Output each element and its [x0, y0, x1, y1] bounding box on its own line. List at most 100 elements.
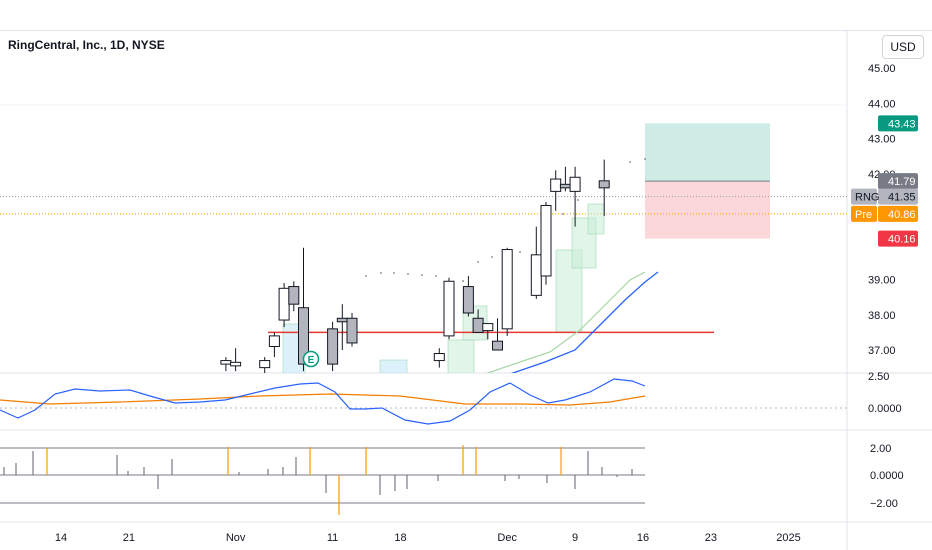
zone-box-green: [587, 203, 605, 235]
candle: [220, 357, 232, 372]
time-tick-label: 18: [394, 532, 406, 544]
position-target-zone: [645, 123, 770, 182]
sar-dot: [380, 272, 382, 274]
time-tick-label: 21: [123, 532, 135, 544]
price-label-value: 41.35: [888, 192, 916, 204]
sar-dot: [407, 273, 409, 275]
time-tick-label: 9: [572, 532, 578, 544]
price-tick-label: 39.00: [868, 275, 896, 287]
price-label-tag-badge: [851, 205, 877, 222]
currency-button[interactable]: USD: [882, 35, 924, 59]
candle: [298, 247, 309, 372]
price-tick-label: 43.00: [868, 134, 896, 146]
candle: [346, 312, 358, 347]
time-tick-label: 14: [55, 532, 67, 544]
histogram-tick-label: 0.0000: [870, 470, 904, 482]
candle-body: [278, 287, 290, 321]
candle-body: [298, 307, 309, 365]
moving-average-blue: [510, 271, 659, 373]
candle: [288, 281, 300, 312]
candle: [327, 321, 339, 372]
candle-body: [492, 340, 503, 351]
histogram-tick-label: −2.00: [870, 498, 898, 510]
sar-dot: [491, 256, 493, 258]
price-label-tag-badge: [851, 188, 877, 205]
price-label-badge: [878, 230, 918, 247]
sar-dot: [435, 275, 437, 277]
candle: [336, 304, 348, 350]
price-label-badge: [878, 115, 918, 132]
candle: [462, 275, 474, 317]
candle-body: [559, 183, 571, 189]
candle-body: [259, 360, 271, 369]
candle: [433, 348, 445, 368]
time-tick-label: 16: [637, 532, 649, 544]
candle: [259, 357, 271, 373]
candle-body: [482, 323, 494, 332]
price-label-tag: Pre: [855, 209, 872, 221]
sar-dot: [577, 199, 579, 201]
price-tick-label: 37.00: [868, 345, 896, 357]
sar-dot: [393, 272, 395, 274]
sar-dot: [421, 274, 423, 276]
candle-body: [220, 360, 232, 365]
candle: [550, 170, 562, 211]
candle: [569, 166, 581, 227]
candle: [278, 283, 290, 328]
candle-body: [501, 249, 513, 330]
time-tick-label: 23: [705, 532, 717, 544]
candle: [501, 247, 513, 336]
candle-body: [462, 286, 474, 314]
chart-title: RingCentral, Inc., 1D, NYSE: [8, 38, 165, 52]
candle-body: [540, 204, 552, 277]
time-tick-label: 2025: [776, 532, 800, 544]
histogram-tick-label: 2.00: [870, 443, 891, 455]
price-tick-label: 45.00: [868, 63, 896, 75]
sar-dot: [477, 261, 479, 263]
moving-average-green: [486, 271, 646, 373]
candle-body: [288, 286, 300, 305]
sar-dot: [629, 161, 631, 163]
price-label-tag: RNG: [855, 192, 879, 204]
price-label-value: 40.16: [888, 234, 916, 246]
sar-dot: [562, 213, 564, 215]
candle-body: [443, 280, 455, 337]
candle-body: [569, 176, 581, 192]
candle: [492, 318, 503, 351]
candle-body: [550, 178, 562, 192]
time-tick-label: 11: [327, 532, 338, 544]
price-label-value: 43.43: [888, 118, 916, 130]
candle-body: [598, 180, 610, 189]
candle: [268, 332, 280, 358]
earnings-icon: [302, 350, 320, 368]
candle-body: [346, 317, 358, 344]
oscillator-tick-label: 0.0000: [868, 403, 902, 415]
candle: [530, 226, 542, 299]
price-label-badge: [878, 173, 918, 190]
oscillator-main-line: [0, 378, 646, 425]
candle-body: [327, 328, 339, 365]
candle: [482, 323, 494, 340]
candle-body: [433, 353, 445, 362]
candle-body: [336, 317, 348, 323]
earnings-letter: E: [308, 355, 315, 366]
time-tick-label: Nov: [226, 532, 246, 544]
sar-dot: [644, 158, 646, 160]
price-label-value: 41.79: [888, 176, 916, 188]
oscillator-signal-line: [0, 393, 646, 406]
sar-dot: [519, 251, 521, 253]
candle: [443, 277, 455, 340]
candle: [559, 166, 571, 192]
zone-box-green: [447, 339, 475, 373]
price-label-badge: [878, 205, 918, 222]
price-tick-label: 38.00: [868, 310, 896, 322]
main-pane: E: [0, 123, 847, 373]
sar-dot: [462, 280, 464, 282]
price-label-value: 40.86: [888, 209, 916, 221]
candle: [598, 159, 610, 217]
candle-body: [268, 335, 280, 347]
oscillator-tick-label: 2.50: [868, 371, 889, 383]
price-tick-label: 44.00: [868, 98, 896, 110]
candle: [540, 201, 552, 285]
